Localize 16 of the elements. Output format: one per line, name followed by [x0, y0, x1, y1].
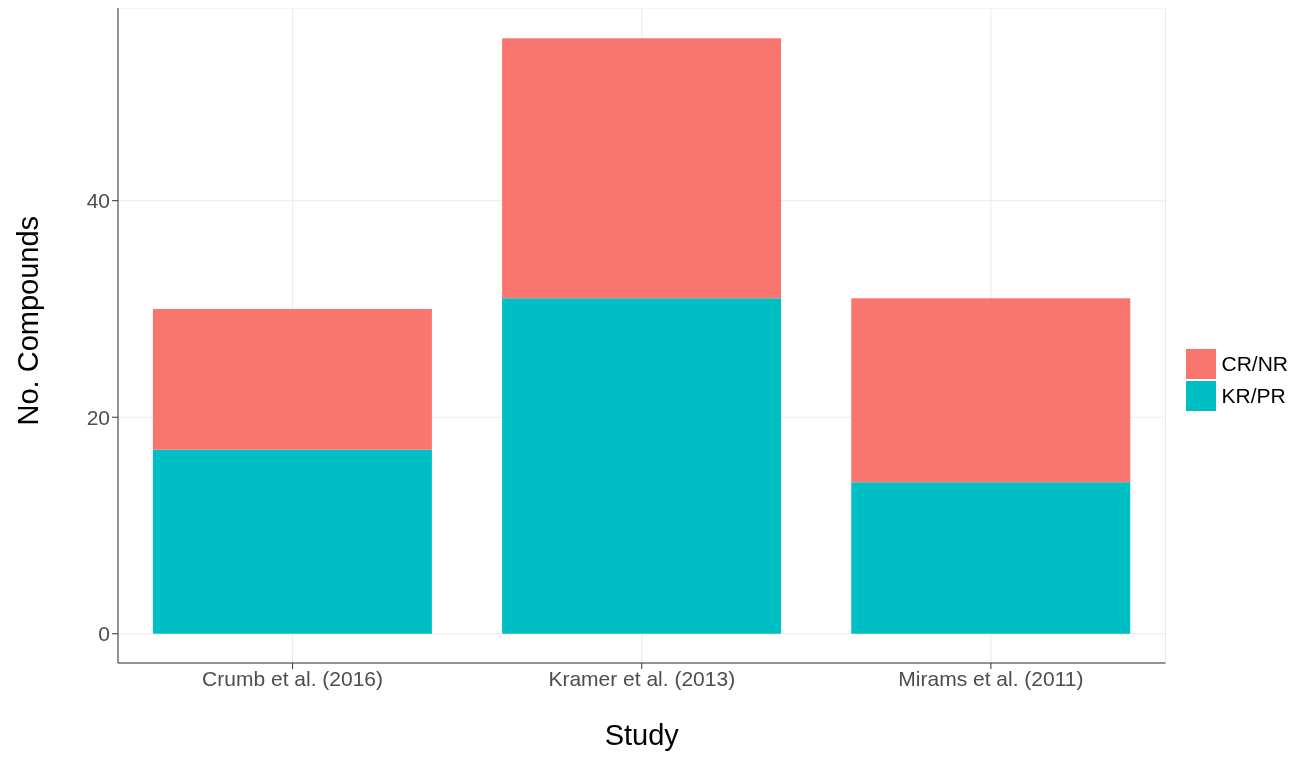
bar: [152, 449, 432, 634]
y-axis-title: No. Compounds: [12, 215, 45, 426]
x-tick-label: Kramer et al. (2013): [548, 666, 736, 690]
y-tick-label: 40: [86, 189, 110, 213]
bar: [502, 298, 782, 634]
bar: [502, 38, 782, 299]
legend-label: CR/NR: [1221, 351, 1288, 376]
bar: [851, 298, 1131, 483]
bar: [152, 308, 432, 450]
y-tick-label: 20: [86, 405, 110, 429]
x-axis-title: Study: [604, 719, 680, 751]
x-tick-label: Crumb et al. (2016): [202, 666, 384, 690]
x-tick-label: Mirams et al. (2011): [898, 666, 1084, 690]
y-tick-label: 0: [98, 622, 110, 646]
bar: [851, 482, 1131, 634]
legend-label: KR/PR: [1221, 383, 1286, 408]
